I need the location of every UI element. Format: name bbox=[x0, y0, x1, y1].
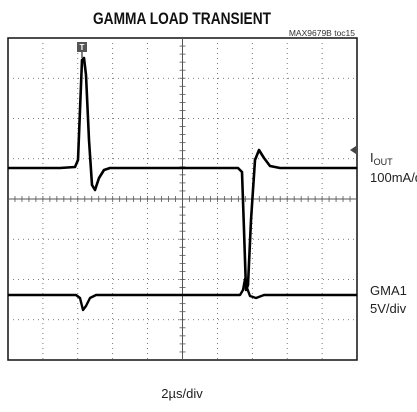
channel-label: IOUT bbox=[370, 150, 393, 167]
channel-name: I bbox=[370, 150, 374, 165]
gma1-trace bbox=[8, 277, 357, 312]
level-marker bbox=[350, 146, 356, 154]
channel-scale: 5V/div bbox=[370, 301, 407, 316]
channel-scale: 100mA/div bbox=[370, 170, 417, 185]
grid bbox=[8, 38, 357, 360]
iout-trace bbox=[8, 56, 357, 292]
trigger-label: T bbox=[80, 43, 85, 52]
trigger-marker bbox=[77, 42, 87, 52]
channel-label: GMA1 bbox=[370, 283, 407, 298]
timebase: 2µs/div bbox=[161, 386, 203, 401]
figure-title: GAMMA LOAD TRANSIENT bbox=[93, 9, 271, 28]
figure-code: MAX9679B toc15 bbox=[289, 28, 355, 38]
channel-subscript: OUT bbox=[374, 157, 394, 167]
